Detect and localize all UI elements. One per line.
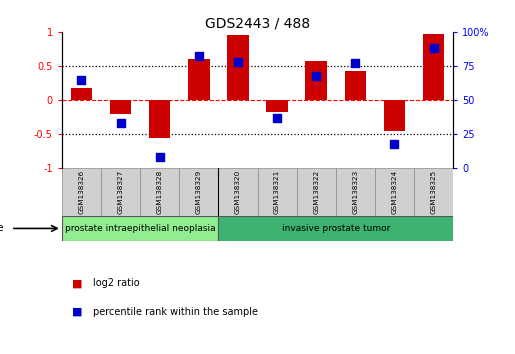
Bar xyxy=(258,169,297,216)
Text: ■: ■ xyxy=(72,307,82,316)
Bar xyxy=(71,88,92,100)
Text: GSM138328: GSM138328 xyxy=(157,170,163,215)
Bar xyxy=(384,100,405,131)
Text: GSM138321: GSM138321 xyxy=(274,170,280,215)
Bar xyxy=(345,72,366,100)
Text: GSM138323: GSM138323 xyxy=(352,170,358,215)
Bar xyxy=(375,169,414,216)
Point xyxy=(77,77,85,82)
Point xyxy=(195,53,203,59)
Title: GDS2443 / 488: GDS2443 / 488 xyxy=(205,17,310,31)
Text: GSM138322: GSM138322 xyxy=(313,170,319,215)
Point xyxy=(156,155,164,160)
Point xyxy=(116,120,125,126)
Bar xyxy=(414,169,453,216)
Bar xyxy=(140,169,179,216)
Text: invasive prostate tumor: invasive prostate tumor xyxy=(282,224,390,233)
Bar xyxy=(218,216,453,241)
Point xyxy=(390,141,399,147)
Text: ■: ■ xyxy=(72,278,82,288)
Bar xyxy=(297,169,336,216)
Bar xyxy=(218,169,258,216)
Bar xyxy=(101,169,140,216)
Bar xyxy=(336,169,375,216)
Bar xyxy=(149,100,170,138)
Point xyxy=(351,61,359,66)
Text: GSM138327: GSM138327 xyxy=(117,170,124,215)
Point xyxy=(312,73,320,78)
Text: GSM138324: GSM138324 xyxy=(391,170,398,215)
Bar xyxy=(110,100,131,114)
Bar xyxy=(62,216,218,241)
Text: GSM138326: GSM138326 xyxy=(78,170,84,215)
Text: GSM138320: GSM138320 xyxy=(235,170,241,215)
Bar xyxy=(266,100,288,113)
Text: log2 ratio: log2 ratio xyxy=(93,278,140,288)
Text: prostate intraepithelial neoplasia: prostate intraepithelial neoplasia xyxy=(65,224,215,233)
Text: GSM138325: GSM138325 xyxy=(431,170,437,215)
Text: GSM138329: GSM138329 xyxy=(196,170,202,215)
Text: percentile rank within the sample: percentile rank within the sample xyxy=(93,307,258,316)
Point xyxy=(234,59,242,65)
Point xyxy=(430,45,438,51)
Bar xyxy=(179,169,218,216)
Bar xyxy=(227,35,249,100)
Text: disease state: disease state xyxy=(0,223,3,233)
Point xyxy=(273,115,281,121)
Bar xyxy=(423,34,444,100)
Bar xyxy=(188,59,210,100)
Bar xyxy=(62,169,101,216)
Bar xyxy=(305,61,327,100)
